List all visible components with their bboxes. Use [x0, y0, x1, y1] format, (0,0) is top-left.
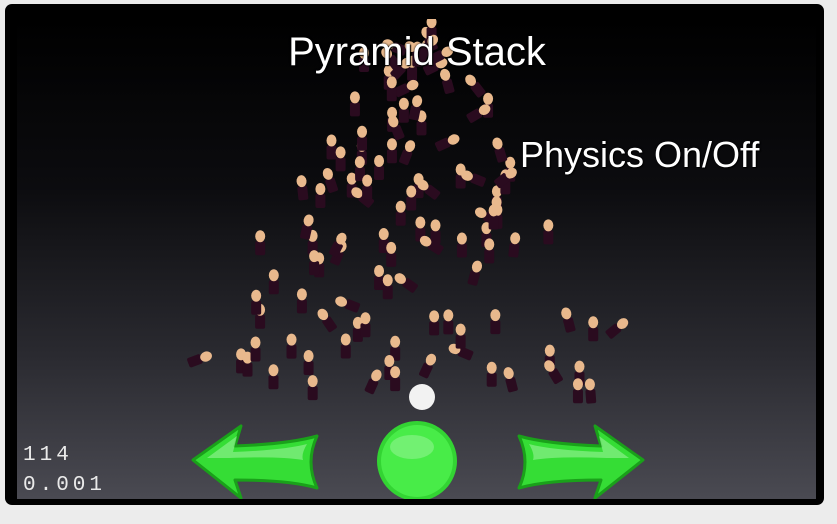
character-sprite: [317, 308, 337, 333]
game-frame: Pyramid Stack Physics On/Off 114 0.001: [5, 4, 824, 505]
character-sprite: [255, 230, 266, 256]
center-circle-button[interactable]: [374, 419, 460, 499]
character-sprite: [352, 316, 363, 342]
character-sprite: [309, 250, 320, 276]
game-title: Pyramid Stack: [288, 30, 546, 74]
character-sprite: [456, 232, 467, 258]
character-sprite: [419, 353, 437, 379]
character-sprite: [296, 288, 307, 314]
character-sprite: [390, 366, 401, 392]
character-sprite: [398, 97, 409, 123]
character-sprite: [386, 76, 397, 102]
character-sprite: [543, 219, 554, 245]
character-sprite: [404, 41, 428, 62]
character-sprite: [382, 274, 393, 300]
character-sprite: [443, 309, 454, 335]
character-sprite: [378, 228, 389, 254]
character-sprite: [268, 269, 279, 295]
character-sprite: [296, 175, 309, 201]
game-canvas[interactable]: Pyramid Stack Physics On/Off 114 0.001: [17, 19, 816, 499]
character-sprite: [362, 174, 373, 200]
character-sprite: [588, 316, 599, 342]
character-sprite: [395, 200, 406, 226]
character-sprite: [484, 238, 495, 264]
character-sprite: [492, 137, 508, 163]
character-sprite: [434, 134, 460, 152]
character-pile: [187, 19, 629, 410]
character-sprite: [286, 333, 297, 359]
character-sprite: [299, 214, 314, 240]
character-sprite: [251, 289, 262, 315]
character-sprite: [354, 156, 366, 182]
character-sprite: [488, 204, 499, 230]
character-sprite: [486, 361, 497, 387]
circle-button-icon: [377, 421, 457, 499]
character-sprite: [335, 296, 361, 313]
character-sprite: [326, 134, 337, 160]
character-sprite: [503, 367, 518, 393]
character-sprite: [406, 185, 417, 211]
character-sprite: [399, 140, 416, 166]
character-sprite: [386, 138, 397, 164]
character-sprite: [360, 312, 371, 338]
character-sprite: [490, 309, 501, 335]
character-sprite: [374, 264, 385, 290]
character-sprite: [390, 57, 412, 80]
character-sprite: [187, 351, 212, 368]
character-sprite: [428, 46, 454, 65]
character-sprite: [364, 369, 382, 395]
ball: [409, 384, 435, 410]
character-sprite: [466, 104, 491, 123]
character-sprite: [572, 378, 583, 404]
character-sprite: [494, 167, 517, 189]
character-sprite: [335, 146, 346, 172]
character-sprite: [417, 179, 441, 200]
character-sprite: [461, 170, 486, 187]
character-sprite: [322, 168, 339, 194]
character-sprite: [419, 235, 444, 255]
character-sprite: [328, 232, 347, 258]
character-sprite: [561, 307, 576, 333]
character-sprite: [584, 378, 597, 404]
character-sprite: [388, 115, 405, 141]
character-sprite: [303, 349, 314, 375]
character-sprite: [386, 241, 397, 267]
character-sprite: [467, 260, 483, 286]
character-sprite: [544, 360, 563, 385]
character-sprite: [393, 79, 419, 98]
arrow-left-icon: [191, 424, 319, 499]
character-sprite: [429, 310, 440, 336]
frame-timer: 0.001: [23, 474, 107, 497]
character-sprite: [430, 219, 441, 245]
character-sprite: [250, 336, 261, 362]
character-sprite: [605, 318, 629, 339]
character-sprite: [315, 183, 326, 209]
character-sprite: [382, 39, 408, 56]
character-sprite: [307, 375, 318, 401]
character-sprite: [357, 125, 368, 151]
character-sprite: [340, 333, 351, 359]
character-sprite: [408, 95, 423, 121]
object-count: 114: [23, 444, 73, 467]
arrow-right-icon: [517, 424, 645, 499]
character-sprite: [242, 351, 253, 377]
left-arrow-button[interactable]: [189, 422, 321, 499]
physics-toggle[interactable]: Physics On/Off: [520, 134, 760, 175]
character-sprite: [455, 323, 466, 349]
character-sprite: [359, 47, 370, 73]
character-sprite: [374, 155, 385, 181]
character-sprite: [394, 273, 418, 293]
character-sprite: [508, 232, 521, 258]
character-sprite: [440, 68, 455, 94]
character-sprite: [268, 364, 279, 390]
right-arrow-button[interactable]: [515, 422, 647, 499]
character-sprite: [465, 74, 486, 98]
character-sprite: [349, 91, 360, 117]
